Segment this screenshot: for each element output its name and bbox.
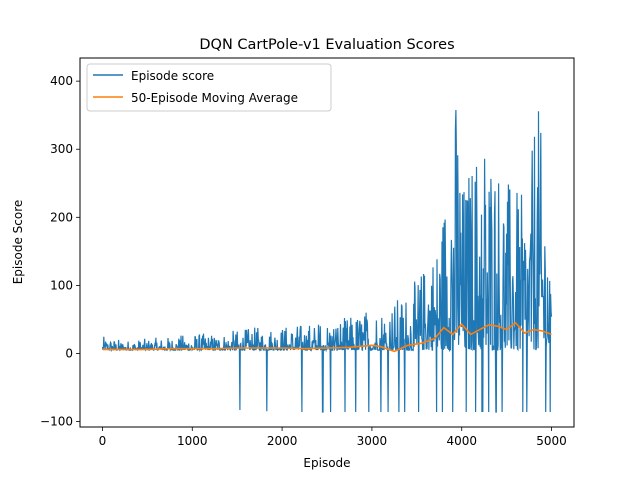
x-tick-label: 0 xyxy=(99,434,107,448)
y-tick-label: 300 xyxy=(50,142,73,156)
y-tick-label: 200 xyxy=(50,210,73,224)
y-axis: −100 0 100 200 300 400 xyxy=(40,74,80,429)
plot-area xyxy=(101,109,553,413)
chart-title: DQN CartPole-v1 Evaluation Scores xyxy=(199,37,454,53)
y-axis-label: Episode Score xyxy=(11,200,25,285)
x-axis-label: Episode xyxy=(303,456,350,470)
legend-label-moving-average: 50-Episode Moving Average xyxy=(131,91,298,105)
x-tick-label: 3000 xyxy=(357,434,388,448)
x-tick-label: 5000 xyxy=(536,434,567,448)
y-tick-label: 100 xyxy=(50,278,73,292)
x-tick-label: 1000 xyxy=(177,434,208,448)
legend-label-episode-score: Episode score xyxy=(131,69,214,83)
axes-frame xyxy=(79,57,575,428)
series-moving-average-line xyxy=(102,321,552,353)
legend-box xyxy=(86,63,332,112)
x-axis: 0 1000 2000 3000 4000 5000 xyxy=(99,427,567,448)
y-tick-label: 400 xyxy=(50,74,73,88)
legend: Episode score 50-Episode Moving Average xyxy=(86,63,332,112)
y-tick-label: 0 xyxy=(65,346,73,360)
y-tick-label: −100 xyxy=(40,415,73,429)
x-tick-label: 4000 xyxy=(446,434,477,448)
x-tick-label: 2000 xyxy=(267,434,298,448)
